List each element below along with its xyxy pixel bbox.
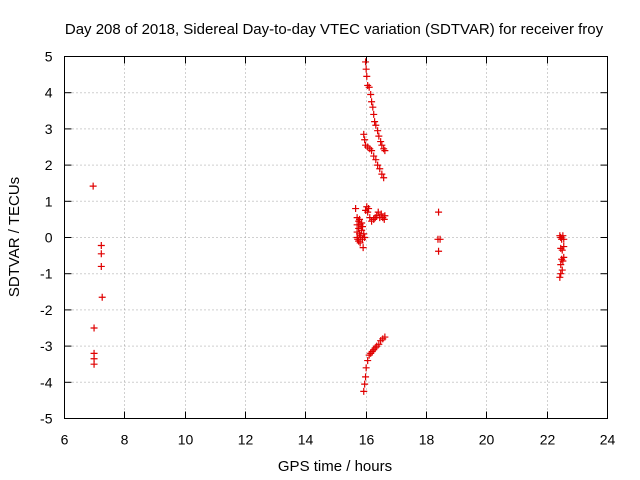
data-point <box>371 118 379 126</box>
data-point <box>364 81 372 89</box>
data-point <box>362 65 370 73</box>
x-tick-label: 24 <box>600 432 616 448</box>
y-tick-label: 0 <box>45 230 53 246</box>
data-point <box>436 235 444 243</box>
y-tick-label: -5 <box>40 411 53 427</box>
data-point <box>377 138 385 146</box>
y-axis-label: SDTVAR / TECUs <box>6 177 23 297</box>
data-point <box>89 182 97 190</box>
data-point <box>380 145 388 153</box>
data-point <box>377 210 385 218</box>
data-point <box>356 239 364 247</box>
data-point <box>556 273 564 281</box>
data-point <box>360 230 368 238</box>
x-tick-label: 18 <box>419 432 435 448</box>
x-tick-label: 14 <box>298 432 314 448</box>
data-point <box>97 262 105 270</box>
data-point <box>90 360 98 368</box>
y-tick-label: 4 <box>45 85 53 101</box>
y-tick-label: 3 <box>45 121 53 137</box>
data-point <box>378 141 386 149</box>
data-point <box>560 235 568 243</box>
x-tick-label: 6 <box>61 432 69 448</box>
data-point <box>560 243 568 251</box>
data-point <box>364 208 372 216</box>
data-point <box>374 161 382 169</box>
data-point <box>372 156 380 164</box>
data-point <box>365 205 373 213</box>
chart-title: Day 208 of 2018, Sidereal Day-to-day VTE… <box>65 21 604 38</box>
x-tick-label: 16 <box>359 432 375 448</box>
data-point <box>90 324 98 332</box>
x-tick-label: 22 <box>540 432 556 448</box>
y-tick-label: 1 <box>45 193 53 209</box>
data-point <box>380 215 388 223</box>
data-point <box>97 241 105 249</box>
x-tick-label: 10 <box>178 432 194 448</box>
data-point <box>98 293 106 301</box>
data-point <box>435 208 443 216</box>
data-point <box>380 174 388 182</box>
data-point <box>363 203 371 211</box>
data-point <box>362 58 370 66</box>
data-point <box>375 132 383 140</box>
data-point <box>558 246 566 254</box>
data-point <box>360 387 368 395</box>
data-point <box>375 340 383 348</box>
x-tick-label: 8 <box>121 432 129 448</box>
data-point <box>358 226 366 234</box>
axis-ticks <box>64 56 608 419</box>
data-point <box>558 266 566 274</box>
y-tick-labels: -5 -4 -3 -2 -1 0 1 2 3 4 5 <box>40 49 53 427</box>
data-point <box>372 121 380 129</box>
data-point <box>365 83 373 91</box>
data-point <box>559 257 567 265</box>
data-point <box>360 130 368 138</box>
data-point <box>362 364 370 372</box>
y-tick-label: -2 <box>40 302 53 318</box>
data-point <box>381 333 389 341</box>
data-point <box>368 98 376 106</box>
data-point <box>370 110 378 118</box>
data-point <box>381 147 389 155</box>
data-point <box>367 91 375 99</box>
data-point <box>97 250 105 258</box>
data-point <box>435 247 443 255</box>
x-tick-label: 20 <box>479 432 495 448</box>
data-point <box>370 152 378 160</box>
data-point <box>359 244 367 252</box>
scatter-points <box>89 58 568 395</box>
x-tick-labels: 6 8 10 12 14 16 18 20 22 24 <box>61 432 616 448</box>
data-point <box>381 212 389 220</box>
data-point <box>362 373 370 381</box>
data-point <box>359 223 367 231</box>
data-point <box>374 127 382 135</box>
x-axis-label: GPS time / hours <box>278 458 392 475</box>
data-point <box>557 261 565 269</box>
data-point <box>559 232 567 240</box>
data-point <box>560 253 568 261</box>
y-tick-label: -1 <box>40 266 53 282</box>
y-tick-label: -3 <box>40 338 53 354</box>
data-point <box>352 205 360 213</box>
data-point <box>363 72 371 80</box>
data-point <box>361 136 369 144</box>
data-point <box>368 147 376 155</box>
data-point <box>364 357 372 365</box>
x-tick-label: 12 <box>238 432 254 448</box>
data-point <box>356 215 364 223</box>
data-point <box>557 270 565 278</box>
plot-frame <box>64 56 608 419</box>
data-point <box>361 380 369 388</box>
data-point <box>361 234 369 241</box>
data-point <box>376 165 384 173</box>
data-point <box>369 103 377 111</box>
y-tick-label: 5 <box>45 49 53 65</box>
data-point <box>378 170 386 178</box>
grid <box>64 56 608 419</box>
data-point <box>358 219 366 227</box>
y-tick-label: 2 <box>45 157 53 173</box>
y-tick-label: -4 <box>40 374 53 390</box>
